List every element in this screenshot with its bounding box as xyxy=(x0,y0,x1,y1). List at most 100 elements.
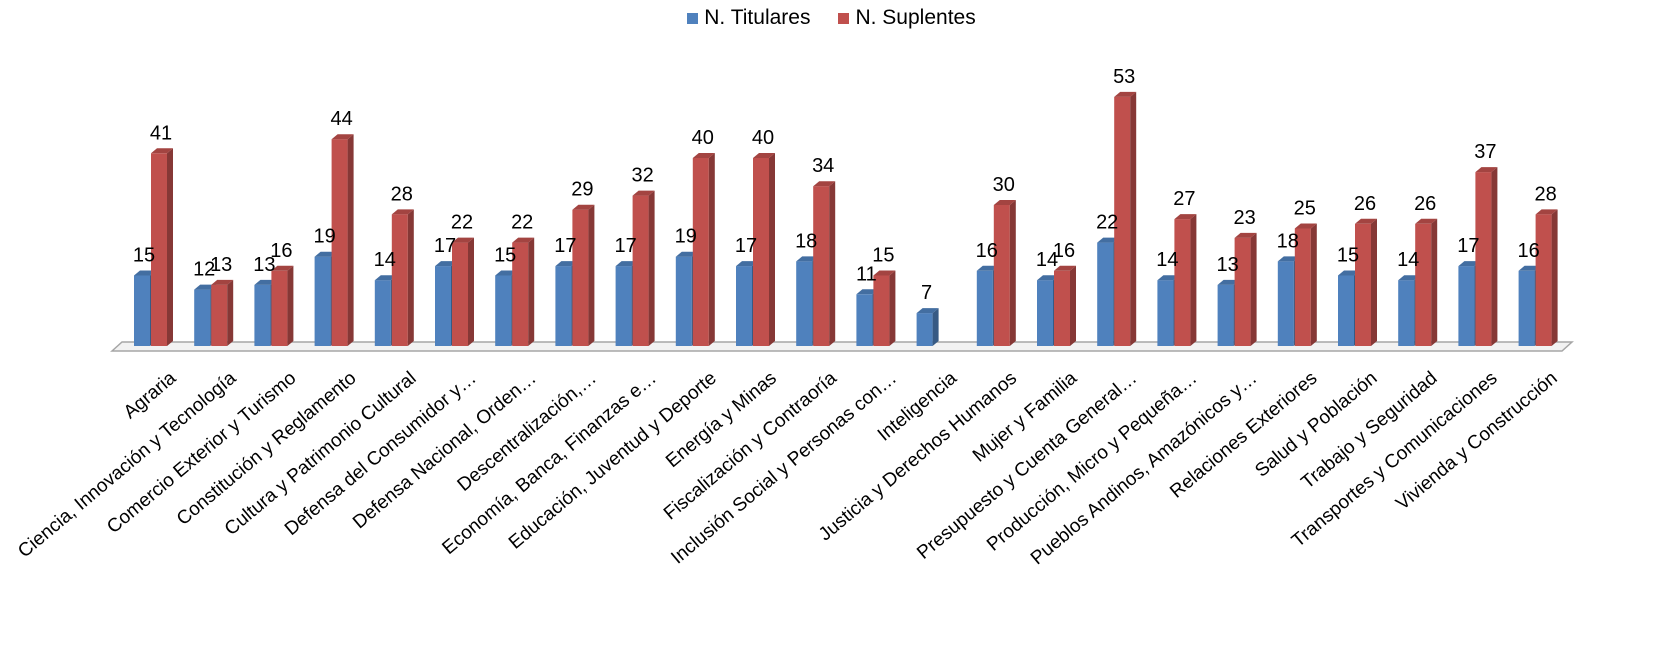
data-label-titulares: 15 xyxy=(1337,245,1359,267)
bar-front xyxy=(194,289,211,346)
bar-top xyxy=(1535,209,1558,215)
bar-front xyxy=(916,313,933,346)
data-label-titulares: 19 xyxy=(675,226,697,248)
bar-top xyxy=(813,181,836,187)
bar-top xyxy=(1398,275,1421,281)
bar-front xyxy=(1174,219,1191,346)
bar-top xyxy=(1174,214,1197,220)
bar-top xyxy=(615,261,638,267)
bar-top xyxy=(194,284,217,290)
bar-suplentes xyxy=(512,237,535,346)
data-label-titulares: 14 xyxy=(1156,249,1178,271)
data-label-titulares: 16 xyxy=(976,240,998,262)
bar-side xyxy=(932,308,939,346)
bar-top xyxy=(856,289,879,295)
bar-top xyxy=(1415,218,1438,224)
bar-top xyxy=(1355,218,1377,224)
bar-top xyxy=(512,237,535,243)
bar-front xyxy=(1217,284,1234,346)
bar-top xyxy=(435,261,457,267)
data-label-titulares: 13 xyxy=(253,254,275,276)
bar-suplentes xyxy=(572,204,595,346)
bar-front xyxy=(512,242,529,346)
data-label-suplentes: 40 xyxy=(692,127,714,149)
bar-side xyxy=(1431,218,1438,346)
category-label: Mujer y Familia xyxy=(969,367,1081,466)
data-label-titulares: 22 xyxy=(1096,212,1118,234)
bar-front xyxy=(632,195,649,346)
bar-top xyxy=(374,275,397,281)
bar-front xyxy=(1415,223,1432,346)
bar-top xyxy=(314,251,337,257)
bar-suplentes xyxy=(391,209,414,346)
bar-front xyxy=(435,266,451,346)
bar-suplentes xyxy=(873,270,896,346)
bar-side xyxy=(227,279,234,346)
bar-suplentes xyxy=(1294,223,1317,346)
bar-side xyxy=(648,190,655,346)
bar-front xyxy=(692,158,709,346)
bar-top xyxy=(1114,91,1137,97)
bar-front xyxy=(1097,242,1114,346)
data-label-titulares: 14 xyxy=(1036,249,1058,271)
bar-top xyxy=(1458,261,1481,267)
bar-front xyxy=(452,242,468,346)
bar-front xyxy=(976,270,993,346)
bar-front xyxy=(391,214,408,346)
bars-group xyxy=(134,91,1558,347)
bar-front xyxy=(1458,266,1475,346)
data-label-titulares: 19 xyxy=(313,226,335,248)
data-label-suplentes: 37 xyxy=(1474,141,1496,163)
bar-top xyxy=(254,279,277,285)
bar-side xyxy=(1371,218,1377,346)
bar-side xyxy=(1130,91,1137,347)
data-label-suplentes: 53 xyxy=(1113,66,1135,88)
data-label-suplentes: 32 xyxy=(631,165,653,187)
bar-side xyxy=(468,237,474,346)
bar-suplentes xyxy=(632,190,655,346)
bar-front xyxy=(1294,228,1311,346)
bar-front xyxy=(374,280,391,346)
data-label-titulares: 17 xyxy=(434,235,456,257)
bar-side xyxy=(347,134,354,346)
bar-top xyxy=(632,190,655,196)
bar-side xyxy=(1009,200,1016,346)
bar-suplentes xyxy=(1234,232,1257,346)
data-label-suplentes: 15 xyxy=(872,245,894,267)
bar-side xyxy=(407,209,414,346)
data-label-suplentes: 34 xyxy=(812,155,834,177)
bar-suplentes xyxy=(1415,218,1438,346)
bar-top xyxy=(1054,265,1076,271)
bar-front xyxy=(813,186,830,346)
data-label-suplentes: 26 xyxy=(1414,193,1436,215)
bar-side xyxy=(588,204,595,346)
bar-front xyxy=(1355,223,1371,346)
bar-front xyxy=(572,209,589,346)
data-label-suplentes: 44 xyxy=(330,108,352,130)
data-label-suplentes: 28 xyxy=(1534,183,1556,205)
bar-top xyxy=(1475,167,1498,173)
bar-front xyxy=(271,270,288,346)
bar-front xyxy=(1234,237,1251,346)
bar-front xyxy=(993,205,1010,346)
bar-top xyxy=(1277,256,1300,262)
bar-top xyxy=(916,308,939,314)
bar-front xyxy=(1157,280,1174,346)
bar-side xyxy=(1310,223,1317,346)
data-label-titulares: 18 xyxy=(1277,230,1299,252)
bar-top xyxy=(211,279,234,285)
data-label-suplentes: 29 xyxy=(571,179,593,201)
data-label-suplentes: 30 xyxy=(993,174,1015,196)
bar-top xyxy=(796,256,819,262)
bar-top xyxy=(1234,232,1257,238)
bar-side xyxy=(708,153,715,346)
data-label-suplentes: 27 xyxy=(1173,188,1195,210)
legend-label-titulares: N. Titulares xyxy=(704,6,811,29)
bar-top xyxy=(572,204,595,210)
bar-top xyxy=(495,270,518,276)
bar-top xyxy=(1338,270,1360,276)
data-label-suplentes: 22 xyxy=(451,212,473,234)
